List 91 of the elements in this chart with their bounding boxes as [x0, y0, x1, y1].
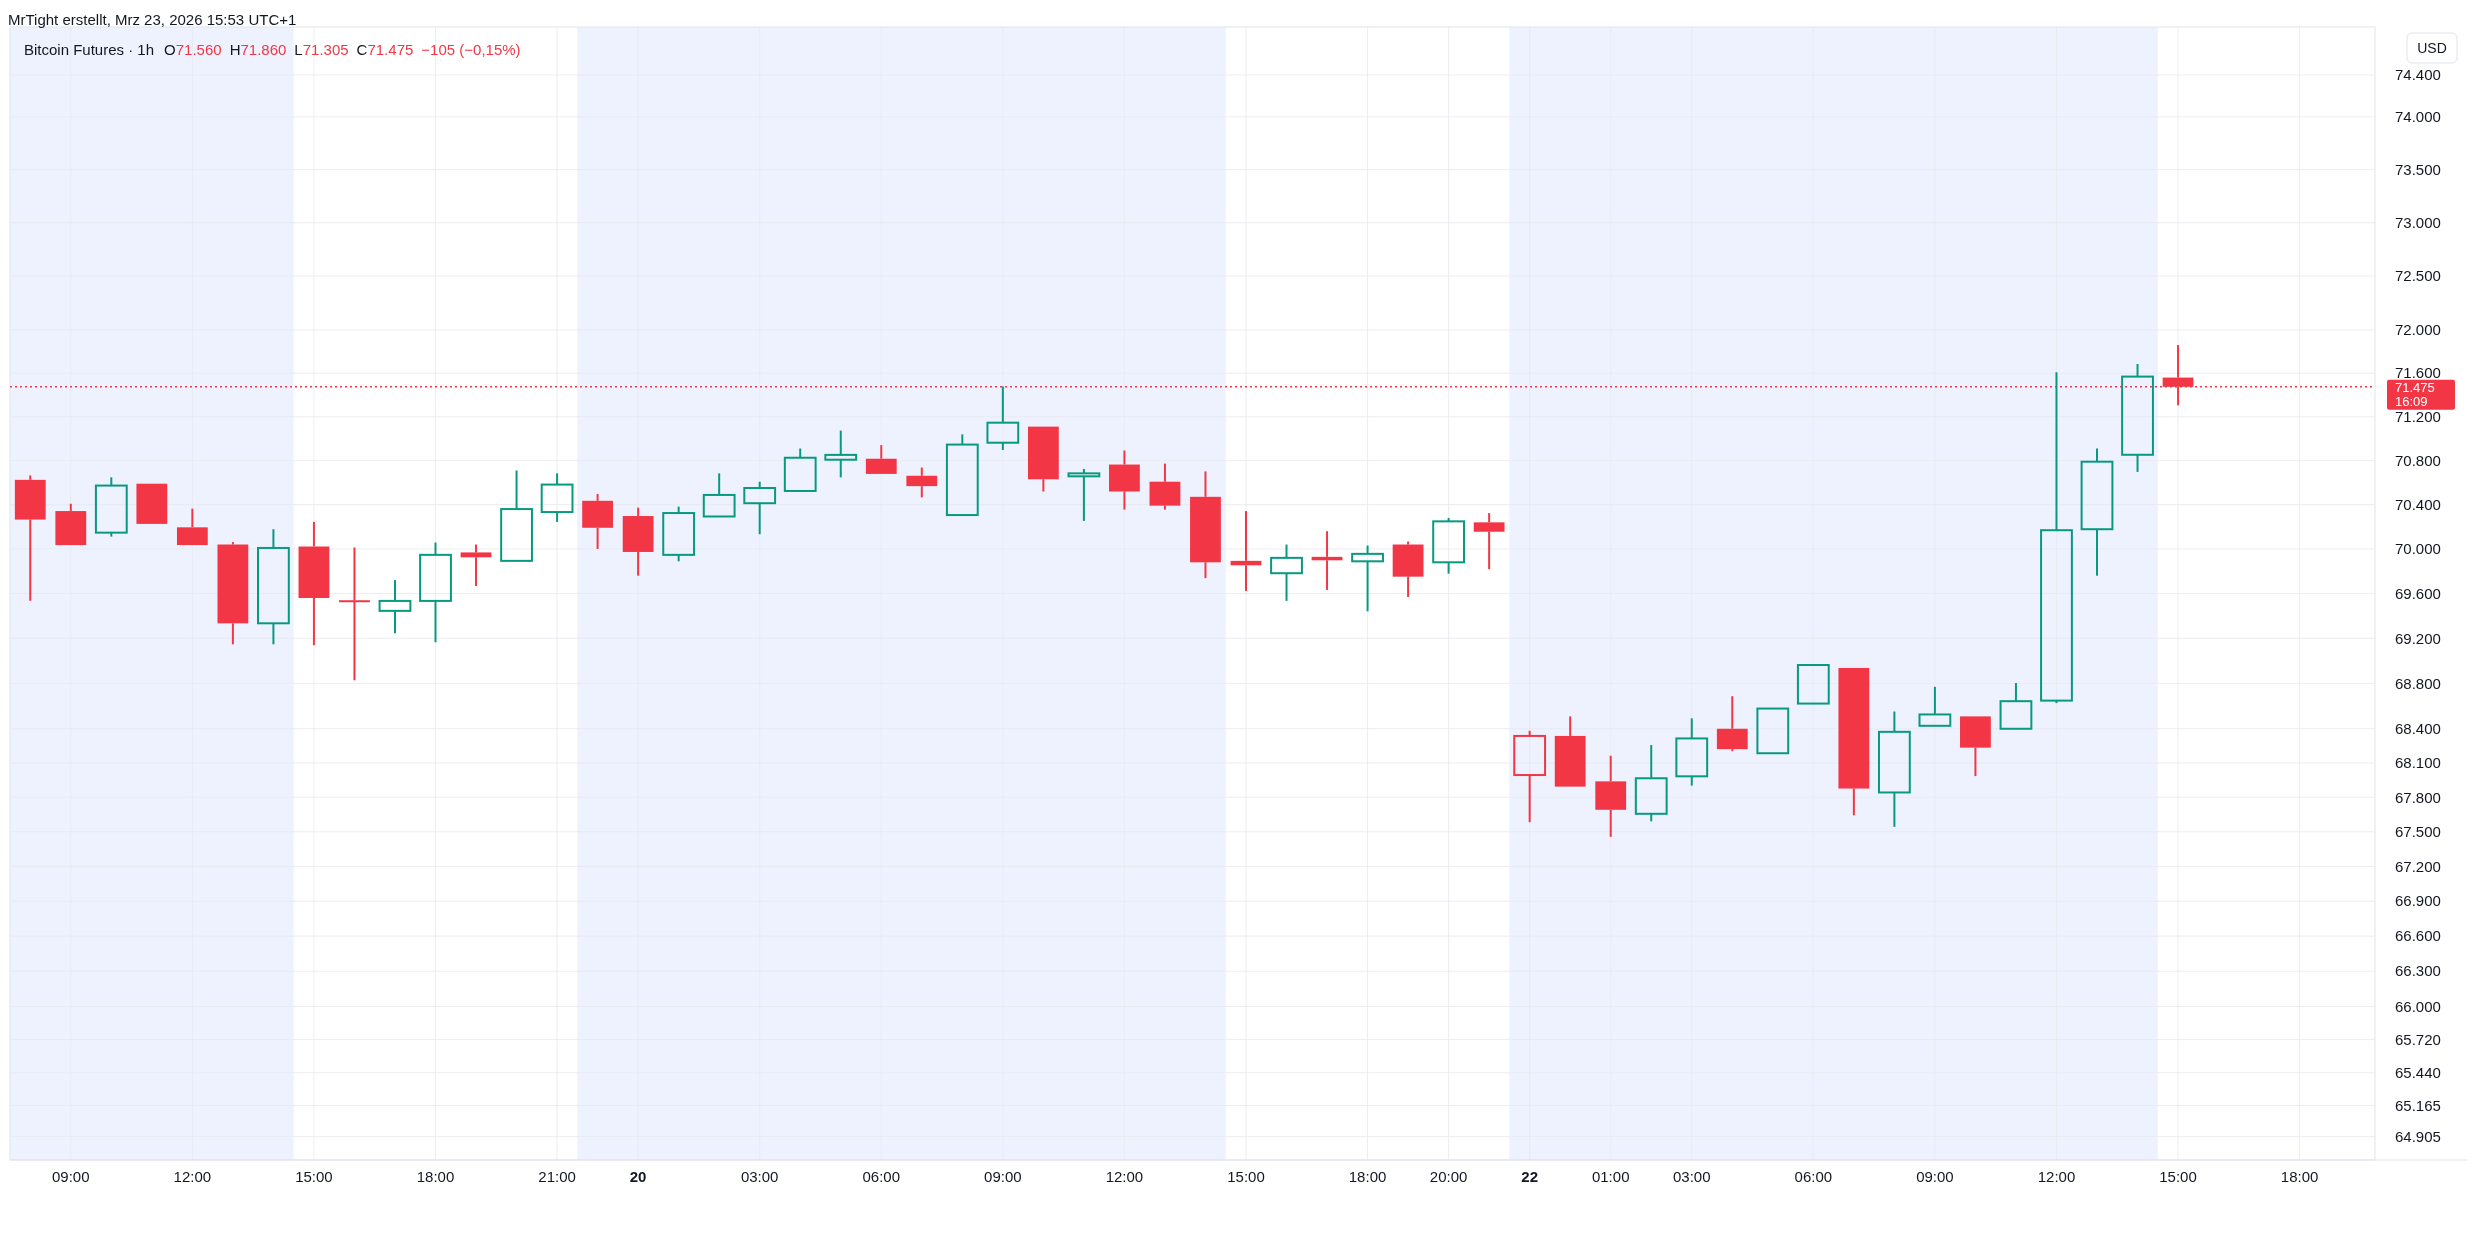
y-tick-label: 66.900 — [2395, 892, 2441, 910]
y-tick-label: 68.100 — [2395, 754, 2441, 772]
candlestick — [1838, 667, 1870, 817]
y-tick-label: 71.600 — [2395, 364, 2441, 382]
candlestick — [257, 528, 290, 646]
annotation: H71.860 — [229, 41, 287, 59]
y-tick-label: 70.000 — [2395, 540, 2441, 558]
candlestick — [1149, 462, 1181, 511]
annotation: −105 (−0,15%) — [421, 41, 521, 59]
x-tick-label: 21:00 — [538, 1168, 576, 1185]
y-tick-label: 66.000 — [2395, 997, 2441, 1015]
y-tick-label: 66.300 — [2395, 962, 2441, 980]
candlestick — [1109, 449, 1140, 511]
x-tick-label: 03:00 — [1672, 1168, 1711, 1185]
y-axis-title: USD — [2417, 39, 2447, 56]
candlestick — [540, 472, 574, 523]
text: 16:09 — [2395, 394, 2428, 410]
candlestick — [298, 520, 330, 647]
y-tick-label: 65.720 — [2395, 1030, 2441, 1048]
candlestick — [378, 579, 412, 635]
x-tick-label: 06:00 — [862, 1168, 901, 1185]
x-tick-label: 12:00 — [173, 1168, 212, 1185]
y-tick-label: 68.800 — [2395, 674, 2441, 692]
x-tick-label: 12:00 — [2037, 1168, 2076, 1185]
annotation: O71.560 — [164, 41, 222, 59]
candlestick — [1473, 512, 1505, 571]
x-tick-label: 18:00 — [2280, 1168, 2319, 1185]
x-tick-label: 20:00 — [1429, 1168, 1468, 1185]
y-tick-label: 69.200 — [2395, 629, 2441, 647]
candlestick — [14, 474, 46, 602]
candlestick — [1716, 695, 1748, 753]
y-tick-label: 73.000 — [2395, 213, 2441, 231]
x-tick-label: 12:00 — [1105, 1168, 1144, 1185]
y-tick-label: 67.800 — [2395, 788, 2441, 806]
candlestick — [622, 506, 654, 577]
y-tick-label: 65.165 — [2395, 1096, 2441, 1114]
candlestick — [1918, 685, 1952, 727]
candlestick — [1595, 754, 1627, 838]
candlestick — [1756, 707, 1790, 755]
candlestick — [2080, 447, 2114, 577]
candlestick — [500, 469, 533, 562]
ref-line-label: 71.475 — [2395, 380, 2435, 396]
y-tick-label: 73.500 — [2395, 160, 2441, 178]
x-tick-label: 09:00 — [52, 1168, 90, 1185]
y-tick-label: 67.200 — [2395, 857, 2441, 875]
candlestick — [2121, 363, 2154, 473]
candlestick — [1960, 716, 1991, 778]
y-tick-label: 68.400 — [2395, 720, 2441, 738]
candlestick — [1675, 717, 1709, 787]
candlestick — [1796, 664, 1830, 705]
candlestick — [906, 466, 938, 499]
y-tick-label: 74.000 — [2395, 108, 2441, 126]
y-tick-label: 70.800 — [2395, 451, 2441, 469]
annotation: L71.305 — [294, 41, 349, 59]
candlestick — [217, 541, 249, 646]
x-tick-label: 03:00 — [740, 1168, 779, 1185]
x-tick-label: 15:00 — [295, 1168, 333, 1185]
text: Bitcoin Futures · 1h — [24, 41, 155, 59]
y-tick-label: 64.905 — [2395, 1127, 2441, 1145]
x-tick-label: 06:00 — [1794, 1168, 1833, 1185]
x-tick-label: 01:00 — [1591, 1168, 1630, 1185]
y-tick-label: 69.600 — [2395, 584, 2441, 602]
x-tick-label: 15:00 — [2159, 1168, 2197, 1185]
y-tick-label: 65.440 — [2395, 1064, 2441, 1082]
annotation: C71.475 — [356, 41, 414, 59]
candlestick — [702, 472, 736, 518]
candlestick — [1392, 540, 1424, 598]
candlestick — [1190, 470, 1221, 580]
y-tick-label: 67.500 — [2395, 823, 2441, 841]
x-tick-label: 22 — [1521, 1168, 1539, 1185]
x-tick-label: 15:00 — [1227, 1168, 1265, 1185]
y-tick-label: 71.200 — [2395, 408, 2441, 426]
candlestick — [945, 433, 979, 517]
y-tick-label: 72.000 — [2395, 321, 2441, 339]
candlestick — [582, 492, 613, 550]
x-tick-label: 20 — [629, 1168, 647, 1185]
candlestick — [1877, 710, 1911, 828]
y-tick-label: 66.600 — [2395, 927, 2441, 945]
y-tick-label: 74.400 — [2395, 66, 2441, 84]
candlestick — [824, 429, 858, 479]
candlestick — [1999, 681, 2033, 730]
candlestick — [865, 444, 897, 474]
y-tick-label: 72.500 — [2395, 267, 2441, 285]
candlestick — [1027, 426, 1059, 493]
x-tick-label: 18:00 — [1348, 1168, 1387, 1185]
chart-subtitle: MrTight erstellt, Mrz 23, 2026 15:53 UTC+1 — [8, 11, 297, 29]
candlestick — [339, 546, 370, 682]
x-tick-label: 18:00 — [416, 1168, 455, 1185]
x-tick-label: 09:00 — [1916, 1168, 1954, 1185]
x-tick-label: 09:00 — [984, 1168, 1022, 1185]
y-tick-label: 70.400 — [2395, 495, 2441, 513]
